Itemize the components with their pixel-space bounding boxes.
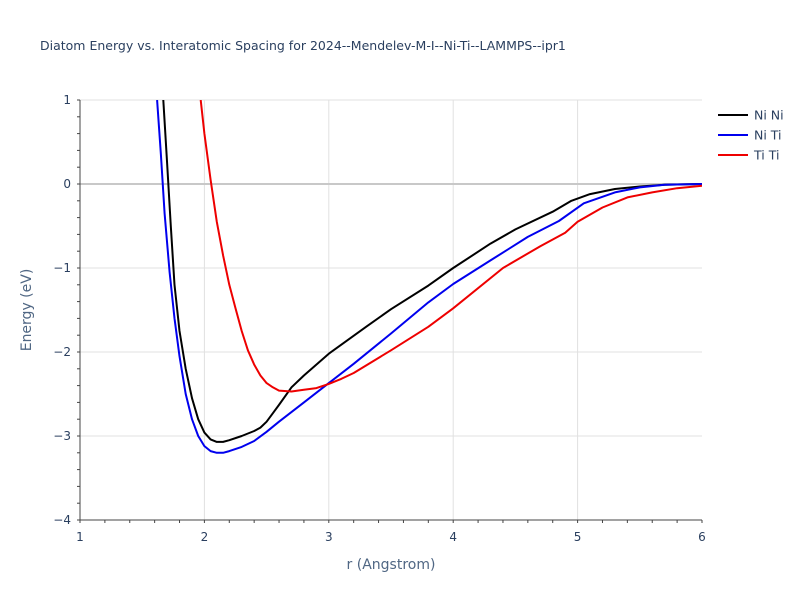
x-tick-label: 1: [76, 530, 84, 544]
y-tick-label: −3: [53, 429, 71, 443]
series-lines: [156, 100, 702, 454]
x-axis-title: r (Angstrom): [347, 557, 436, 573]
x-tick-label: 3: [325, 530, 333, 544]
legend[interactable]: Ni Ni Ni Ti Ti Ti: [718, 108, 784, 163]
y-axis-ticks: −4 −3 −2 −1 0 1: [53, 93, 81, 527]
x-tick-label: 2: [201, 530, 209, 544]
y-tick-label: −4: [53, 513, 71, 527]
legend-label: Ni Ti: [754, 128, 782, 143]
y-tick-label: 1: [63, 93, 71, 107]
legend-item-ni-ni[interactable]: Ni Ni: [718, 108, 784, 123]
x-tick-label: 6: [698, 530, 706, 544]
y-tick-label: −2: [53, 345, 71, 359]
y-axis-title: Energy (eV): [19, 269, 35, 352]
series-line-ti-ti: [199, 100, 702, 393]
legend-item-ti-ti[interactable]: Ti Ti: [718, 148, 779, 163]
x-tick-label: 5: [574, 530, 582, 544]
legend-item-ni-ti[interactable]: Ni Ti: [718, 128, 782, 143]
series-line-ni-ti: [156, 100, 702, 454]
x-axis-ticks: 1 2 3 4 5 6: [76, 519, 706, 544]
legend-label: Ti Ti: [753, 148, 779, 163]
y-tick-label: −1: [53, 261, 71, 275]
y-tick-label: 0: [63, 177, 71, 191]
x-tick-label: 4: [449, 530, 457, 544]
legend-label: Ni Ni: [754, 108, 784, 123]
chart-title: Diatom Energy vs. Interatomic Spacing fo…: [40, 38, 566, 53]
series-line-ni-ni: [162, 100, 702, 443]
